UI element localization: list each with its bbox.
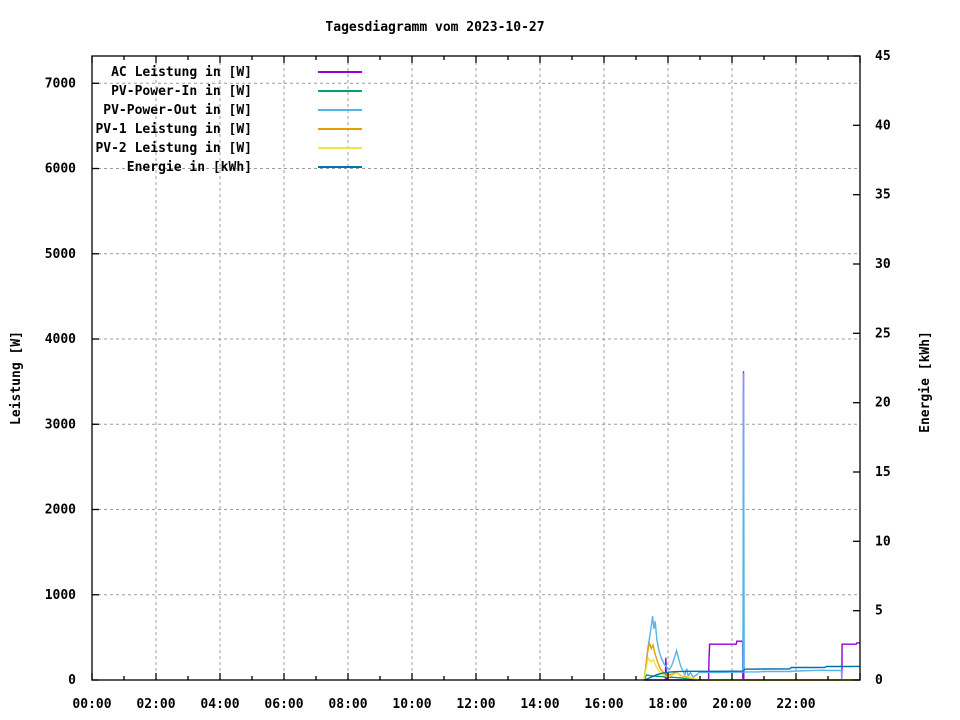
legend-label: AC Leistung in [W] — [111, 65, 252, 80]
y-left-tick-label: 6000 — [45, 162, 76, 177]
x-tick-label: 16:00 — [584, 697, 623, 712]
y-right-tick-label: 30 — [875, 257, 891, 272]
series-line-pv-1-leistung-in-w — [643, 640, 860, 681]
y-axis-label-left: Leistung [W] — [9, 331, 24, 425]
y-right-tick-label: 45 — [875, 49, 891, 64]
x-tick-label: 20:00 — [712, 697, 751, 712]
x-tick-label: 10:00 — [392, 697, 431, 712]
series-line-ac-leistung-in-w — [644, 371, 860, 681]
x-tick-label: 08:00 — [328, 697, 367, 712]
x-tick-label: 02:00 — [136, 697, 175, 712]
grid-layer — [92, 56, 860, 680]
y-axis-label-right: Energie [kWh] — [918, 331, 933, 433]
y-right-tick-label: 15 — [875, 465, 891, 480]
y-left-tick-label: 5000 — [45, 247, 76, 262]
x-tick-label: 06:00 — [264, 697, 303, 712]
legend-label: Energie in [kWh] — [127, 160, 252, 175]
y-left-tick-label: 7000 — [45, 76, 76, 91]
y-left-tick-label: 2000 — [45, 503, 76, 518]
legend-entry: PV-1 Leistung in [W] — [95, 122, 362, 137]
legend-entry: AC Leistung in [W] — [111, 65, 362, 80]
y-left-tick-label: 3000 — [45, 417, 76, 432]
series-line-pv-power-out-in-w — [643, 373, 860, 681]
y-left-tick-label: 1000 — [45, 588, 76, 603]
legend-entry: PV-Power-In in [W] — [111, 84, 362, 99]
y-right-tick-label: 40 — [875, 118, 891, 133]
legend-entry: PV-2 Leistung in [W] — [95, 141, 362, 156]
y-right-tick-label: 35 — [875, 188, 891, 203]
x-tick-label: 18:00 — [648, 697, 687, 712]
series-line-pv-2-leistung-in-w — [643, 656, 860, 681]
legend-entry: PV-Power-Out in [W] — [103, 103, 362, 118]
y-left-tick-label: 4000 — [45, 332, 76, 347]
legend-label: PV-Power-Out in [W] — [103, 103, 252, 118]
y-right-tick-label: 10 — [875, 534, 891, 549]
y-right-tick-label: 0 — [875, 673, 883, 688]
y-right-tick-label: 25 — [875, 326, 891, 341]
y-right-tick-label: 20 — [875, 396, 891, 411]
x-tick-label: 04:00 — [200, 697, 239, 712]
chart-title: Tagesdiagramm vom 2023-10-27 — [325, 20, 544, 35]
y-left-tick-label: 0 — [68, 673, 76, 688]
x-tick-label: 14:00 — [520, 697, 559, 712]
series-line-energie-in-kwh — [643, 665, 860, 681]
y-right-tick-label: 5 — [875, 604, 883, 619]
legend: AC Leistung in [W] PV-Power-In in [W] PV-P… — [95, 65, 362, 175]
legend-entry: Energie in [kWh] — [127, 160, 362, 175]
legend-label: PV-Power-In in [W] — [111, 84, 252, 99]
x-tick-label: 22:00 — [776, 697, 815, 712]
x-tick-label: 12:00 — [456, 697, 495, 712]
legend-label: PV-1 Leistung in [W] — [95, 122, 252, 137]
x-tick-label: 00:00 — [72, 697, 111, 712]
tick-label-layer: 00:00 02:00 04:00 06:00 08:00 10:00 12:00 14:00… — [45, 49, 891, 712]
legend-label: PV-2 Leistung in [W] — [95, 141, 252, 156]
series-layer — [643, 371, 860, 681]
axes-layer — [91, 55, 861, 681]
